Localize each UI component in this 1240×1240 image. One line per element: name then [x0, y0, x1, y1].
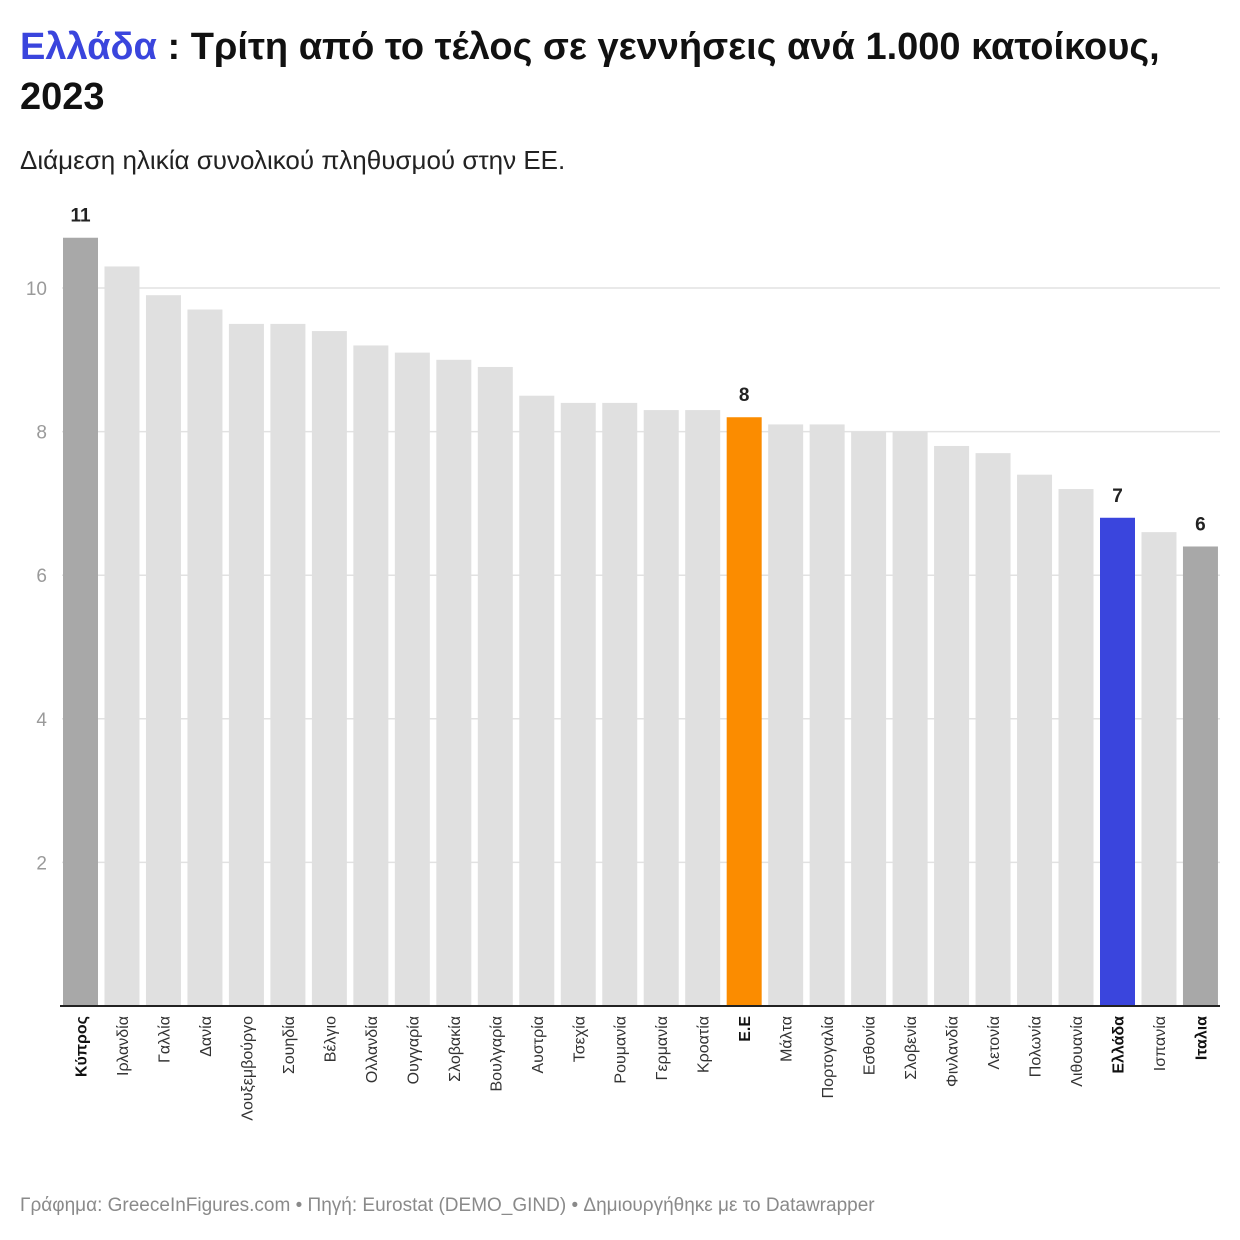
bar	[311, 331, 347, 1007]
x-tick-label: Πορτογαλία	[820, 1016, 837, 1098]
x-tick-label: Κροατία	[696, 1016, 713, 1073]
bar	[602, 402, 638, 1006]
bar	[685, 410, 721, 1006]
bar	[187, 309, 223, 1006]
bar	[560, 402, 596, 1006]
y-tick-label: 2	[36, 853, 47, 874]
title-rest: : Τρίτη από το τέλος σε γεννήσεις ανά 1.…	[20, 26, 1160, 118]
bar	[519, 395, 555, 1006]
bar	[1058, 489, 1094, 1006]
x-tick-label: Ισπανία	[1152, 1016, 1169, 1071]
y-tick-label: 4	[36, 710, 47, 731]
bar	[726, 417, 762, 1006]
title-highlight: Ελλάδα	[20, 26, 157, 68]
bar	[809, 424, 845, 1006]
bar	[145, 295, 181, 1006]
x-tick-label: Ιρλανδία	[115, 1016, 132, 1076]
chart-footer: Γράφημα: GreeceInFigures.com • Πηγή: Eur…	[20, 1195, 875, 1216]
x-tick-label: Ουγγαρία	[405, 1016, 422, 1084]
x-tick-label: Εσθονία	[862, 1016, 879, 1075]
x-tick-label: Τσεχία	[571, 1016, 588, 1062]
bar	[436, 359, 472, 1006]
x-tick-label: Ελλάδα	[1111, 1016, 1128, 1074]
x-tick-label: Μάλτα	[779, 1016, 796, 1062]
bar	[228, 323, 264, 1006]
x-tick-label: Δανία	[198, 1016, 215, 1057]
x-tick-label: Λουξεμβούργο	[239, 1016, 256, 1121]
data-label: 11	[70, 206, 91, 227]
bar	[104, 266, 140, 1007]
x-tick-label: Γαλλία	[156, 1016, 173, 1063]
x-tick-label: Πολωνία	[1028, 1016, 1045, 1077]
x-tick-label: Κύπρος	[74, 1016, 91, 1077]
x-tick-label: Γερμανία	[654, 1016, 671, 1080]
x-tick-label: Ρουμανία	[613, 1016, 630, 1084]
x-tick-label: Βουλγαρία	[488, 1016, 505, 1091]
x-tick-label: Ε.Ε	[737, 1016, 754, 1042]
x-tick-label: Αυστρία	[530, 1016, 547, 1074]
bar	[394, 352, 430, 1006]
bar	[1100, 517, 1135, 1006]
data-label: 7	[1112, 486, 1123, 507]
x-tick-label: Βέλγιο	[322, 1016, 339, 1062]
x-tick-label: Ιταλια	[1193, 1016, 1210, 1060]
x-tick-label: Φινλανδία	[945, 1016, 962, 1087]
bar	[934, 445, 970, 1007]
x-tick-label: Σουηδία	[281, 1016, 298, 1074]
bar	[353, 345, 389, 1006]
bar	[477, 366, 513, 1007]
x-tick-label: Ολλανδία	[364, 1016, 381, 1083]
chart-subtitle: Διάμεση ηλικία συνολικού πληθυσμού στην …	[20, 145, 566, 175]
chart-title: Ελλάδα : Τρίτη από το τέλος σε γεννήσεις…	[20, 22, 1200, 122]
data-label: 8	[739, 385, 750, 406]
data-label: 6	[1195, 514, 1206, 535]
y-tick-label: 6	[36, 566, 47, 587]
bar	[1141, 532, 1177, 1006]
y-tick-label: 8	[36, 423, 47, 444]
bar	[1182, 546, 1218, 1006]
bar	[892, 431, 928, 1007]
bar	[851, 431, 887, 1007]
x-tick-label: Λιθουανία	[1069, 1016, 1086, 1087]
bar	[1017, 474, 1053, 1006]
x-tick-label: Λετονία	[986, 1016, 1003, 1070]
x-tick-label: Σλοβακία	[447, 1016, 464, 1082]
x-tick-label: Σλοβενία	[903, 1016, 920, 1080]
bar	[643, 410, 679, 1006]
bar	[63, 237, 98, 1007]
bar	[270, 323, 306, 1006]
bar	[768, 424, 804, 1006]
y-tick-label: 10	[26, 279, 47, 300]
bar	[975, 453, 1011, 1006]
